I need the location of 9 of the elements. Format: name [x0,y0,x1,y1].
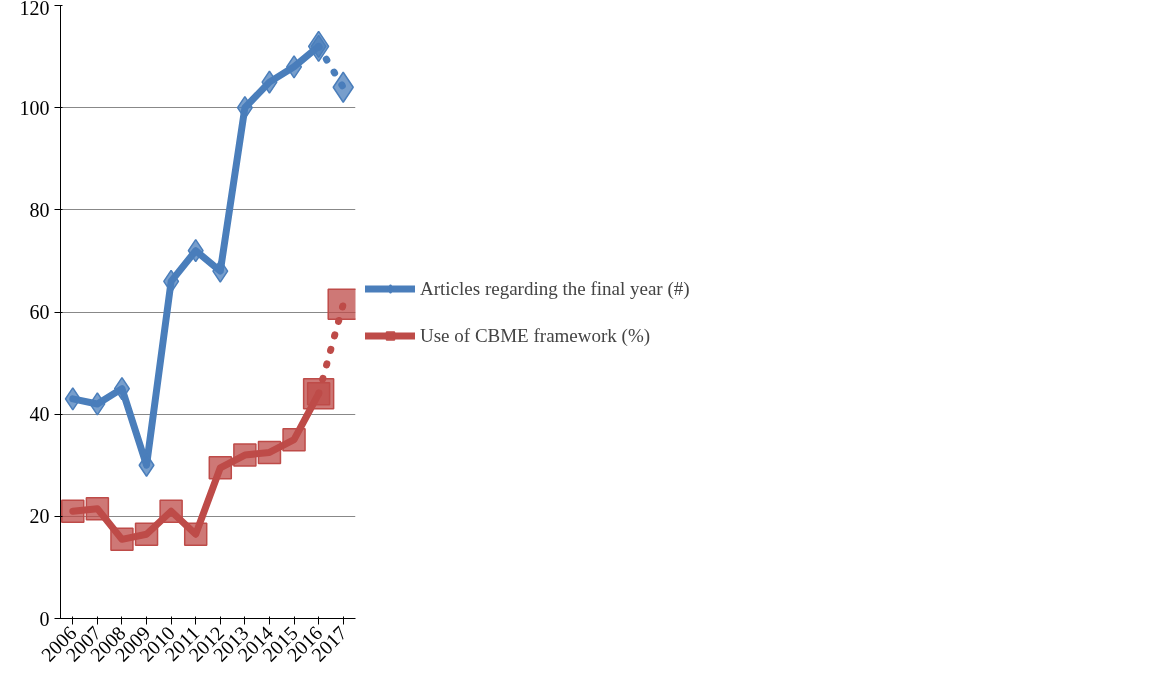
legend-label: Articles regarding the final year (#) [420,277,690,299]
legend-label: Use of CBME framework (%) [420,324,651,346]
y-tick-label: 60 [29,301,50,323]
y-tick-label: 20 [29,505,50,528]
y-tick-label: 100 [19,96,50,119]
y-tick-label: 0 [39,607,50,630]
y-tick-label: 40 [29,403,50,426]
y-tick-label: 80 [29,198,50,221]
y-tick-label: 120 [19,0,50,19]
